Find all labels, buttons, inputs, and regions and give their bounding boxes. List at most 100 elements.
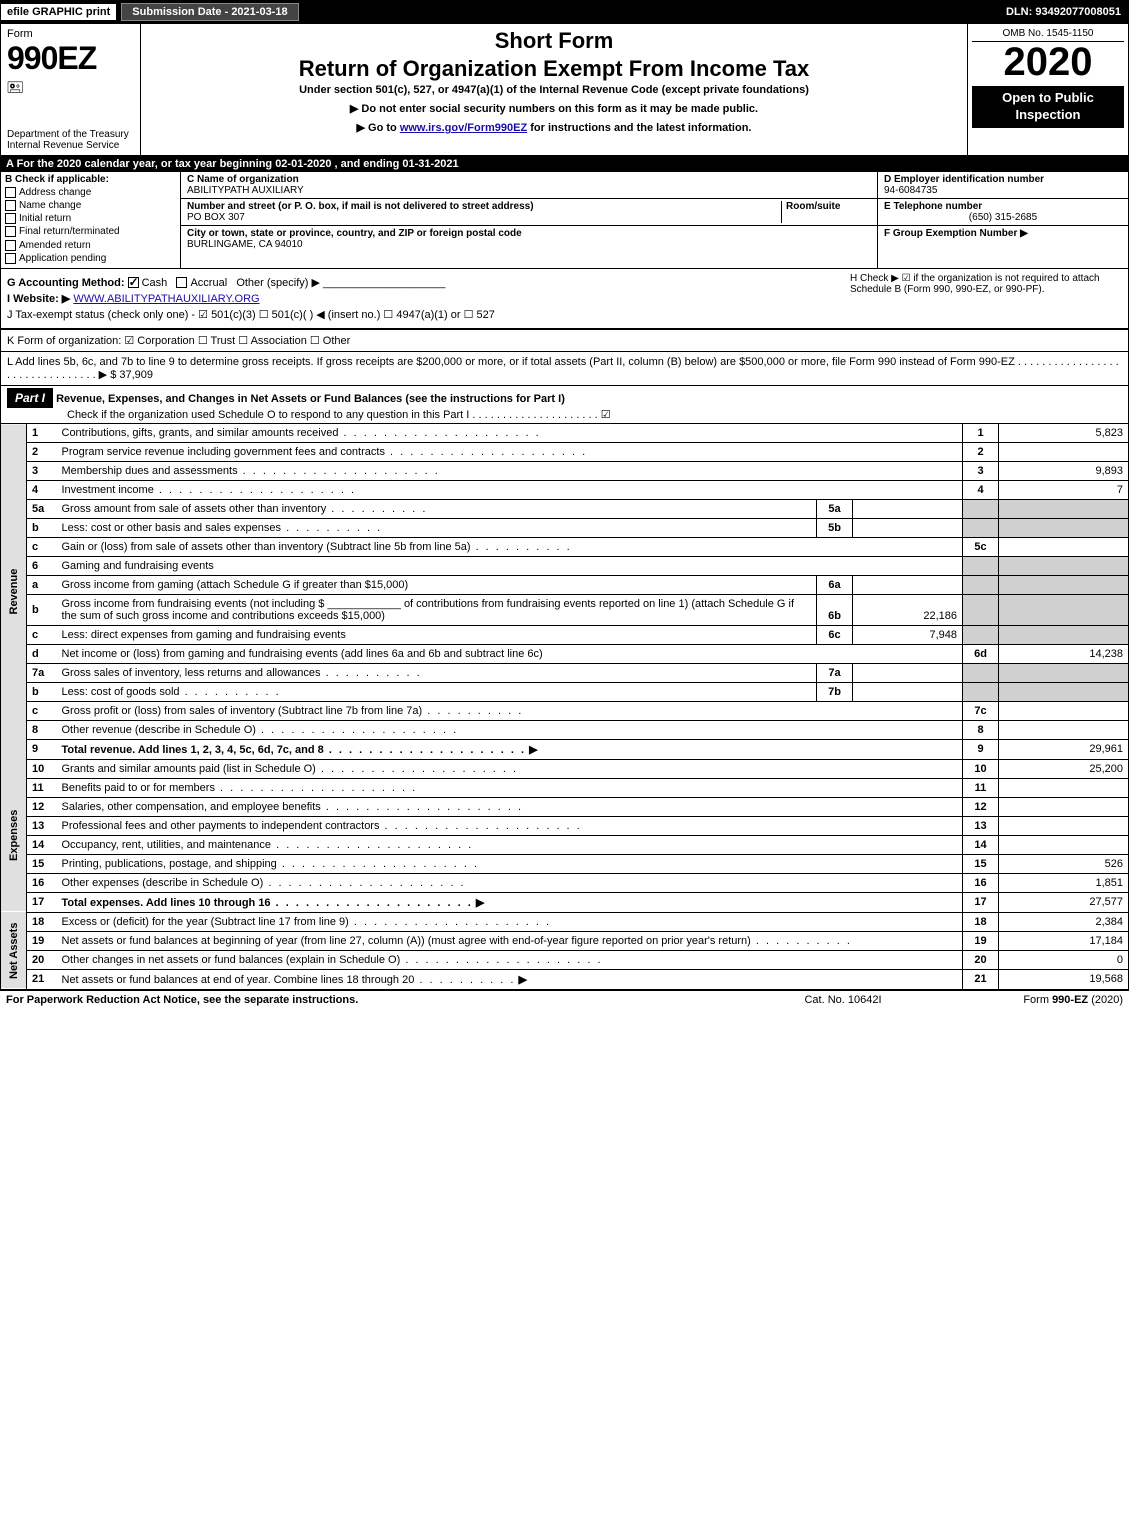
box-b-label: B Check if applicable:: [5, 174, 176, 185]
check-name-change[interactable]: Name change: [5, 200, 176, 211]
dept-treasury: Department of the Treasury: [7, 129, 134, 140]
part-1-table: Revenue 1 Contributions, gifts, grants, …: [0, 424, 1129, 990]
check-cash[interactable]: [128, 277, 139, 288]
mid-num: 7a: [817, 663, 853, 682]
check-accrual[interactable]: [176, 277, 187, 288]
line-num: b: [27, 594, 57, 625]
efile-print-button[interactable]: efile GRAPHIC print: [0, 3, 117, 21]
line-desc: Net income or (loss) from gaming and fun…: [57, 644, 963, 663]
goto-pre: ▶ Go to: [357, 122, 400, 134]
line-num: b: [27, 682, 57, 701]
line-desc: Professional fees and other payments to …: [62, 820, 582, 832]
form-id-box: Form 990EZ 🖭 Department of the Treasury …: [1, 24, 141, 155]
line-desc: Net assets or fund balances at end of ye…: [62, 974, 516, 986]
line-amount-shade: [999, 575, 1129, 594]
paperwork-notice: For Paperwork Reduction Act Notice, see …: [6, 994, 743, 1006]
line-num: 1: [27, 424, 57, 443]
box-h: H Check ▶ ☑ if the organization is not r…: [850, 273, 1122, 295]
meta-section: G Accounting Method: Cash Accrual Other …: [0, 269, 1129, 329]
org-street: PO BOX 307: [187, 212, 245, 223]
short-form-title: Short Form: [149, 28, 959, 54]
box-i: I Website: ▶ WWW.ABILITYPATHAUXILIARY.OR…: [7, 292, 842, 305]
line-amount: 19,568: [999, 969, 1129, 989]
line-col: 18: [963, 912, 999, 931]
dln-label: DLN: 93492077008051: [1006, 6, 1129, 18]
submission-date-badge: Submission Date - 2021-03-18: [121, 3, 298, 21]
footer-row: For Paperwork Reduction Act Notice, see …: [0, 990, 1129, 1009]
line-desc: Membership dues and assessments: [62, 465, 440, 477]
line-col: 14: [963, 835, 999, 854]
line-col: 15: [963, 854, 999, 873]
line-num: 5a: [27, 499, 57, 518]
line-num: 16: [27, 873, 57, 892]
mid-num: 6a: [817, 575, 853, 594]
line-amount: [999, 835, 1129, 854]
irs-label: Internal Revenue Service: [7, 140, 134, 151]
line-desc: Benefits paid to or for members: [62, 782, 418, 794]
line-amount: [999, 797, 1129, 816]
line-num: d: [27, 644, 57, 663]
line-amount-shade: [999, 556, 1129, 575]
line-num: 4: [27, 480, 57, 499]
line-col: 16: [963, 873, 999, 892]
line-desc: Other expenses (describe in Schedule O): [62, 877, 466, 889]
open-inspection-badge: Open to Public Inspection: [972, 86, 1124, 128]
check-initial-return[interactable]: Initial return: [5, 213, 176, 224]
line-col-shade: [963, 682, 999, 701]
line-col-shade: [963, 499, 999, 518]
line-desc: Total expenses. Add lines 10 through 16: [62, 897, 473, 909]
line-col-shade: [963, 556, 999, 575]
mid-num: 6b: [817, 594, 853, 625]
line-num: c: [27, 701, 57, 720]
line-num: 13: [27, 816, 57, 835]
line-desc: Occupancy, rent, utilities, and maintena…: [62, 839, 474, 851]
line-desc: Total revenue. Add lines 1, 2, 3, 4, 5c,…: [62, 744, 527, 756]
line-num: 9: [27, 739, 57, 759]
mid-num: 5b: [817, 518, 853, 537]
line-amount: 27,577: [999, 892, 1129, 912]
line-desc: Gain or (loss) from sale of assets other…: [62, 541, 572, 553]
check-final-return[interactable]: Final return/terminated: [5, 226, 176, 237]
org-name: ABILITYPATH AUXILIARY: [187, 185, 304, 196]
line-amount-shade: [999, 518, 1129, 537]
revenue-vtab: Revenue: [1, 424, 27, 760]
line-num: b: [27, 518, 57, 537]
info-grid: B Check if applicable: Address change Na…: [0, 172, 1129, 269]
box-def: D Employer identification number 94-6084…: [878, 172, 1128, 268]
line-amount: [999, 816, 1129, 835]
line-desc: Grants and similar amounts paid (list in…: [62, 763, 519, 775]
line-col: 9: [963, 739, 999, 759]
line-num: 11: [27, 778, 57, 797]
irs-link[interactable]: www.irs.gov/Form990EZ: [400, 122, 527, 134]
line-col: 19: [963, 931, 999, 950]
form-header: Form 990EZ 🖭 Department of the Treasury …: [0, 24, 1129, 156]
line-amount-shade: [999, 663, 1129, 682]
line-col: 8: [963, 720, 999, 739]
line-desc: Investment income: [62, 484, 357, 496]
check-address-change[interactable]: Address change: [5, 187, 176, 198]
tax-year: 2020: [972, 42, 1124, 82]
line-desc: Contributions, gifts, grants, and simila…: [62, 427, 541, 439]
line-num: 14: [27, 835, 57, 854]
line-desc: Other revenue (describe in Schedule O): [62, 724, 459, 736]
line-num: 21: [27, 969, 57, 989]
mid-val: [853, 499, 963, 518]
phone-value: (650) 315-2685: [884, 212, 1122, 223]
c-name-label: C Name of organization: [187, 174, 299, 185]
mid-num: 7b: [817, 682, 853, 701]
line-num: 15: [27, 854, 57, 873]
line-col: 4: [963, 480, 999, 499]
line-col: 10: [963, 759, 999, 778]
line-col: 2: [963, 442, 999, 461]
line-num: 7a: [27, 663, 57, 682]
line-col: 1: [963, 424, 999, 443]
mid-val: [853, 663, 963, 682]
check-amended-return[interactable]: Amended return: [5, 240, 176, 251]
box-e-label: E Telephone number: [884, 201, 1122, 212]
line-amount: 9,893: [999, 461, 1129, 480]
line-amount: 2,384: [999, 912, 1129, 931]
line-col-shade: [963, 575, 999, 594]
website-link[interactable]: WWW.ABILITYPATHAUXILIARY.ORG: [73, 293, 259, 305]
box-d-label: D Employer identification number: [884, 174, 1122, 185]
check-application-pending[interactable]: Application pending: [5, 253, 176, 264]
